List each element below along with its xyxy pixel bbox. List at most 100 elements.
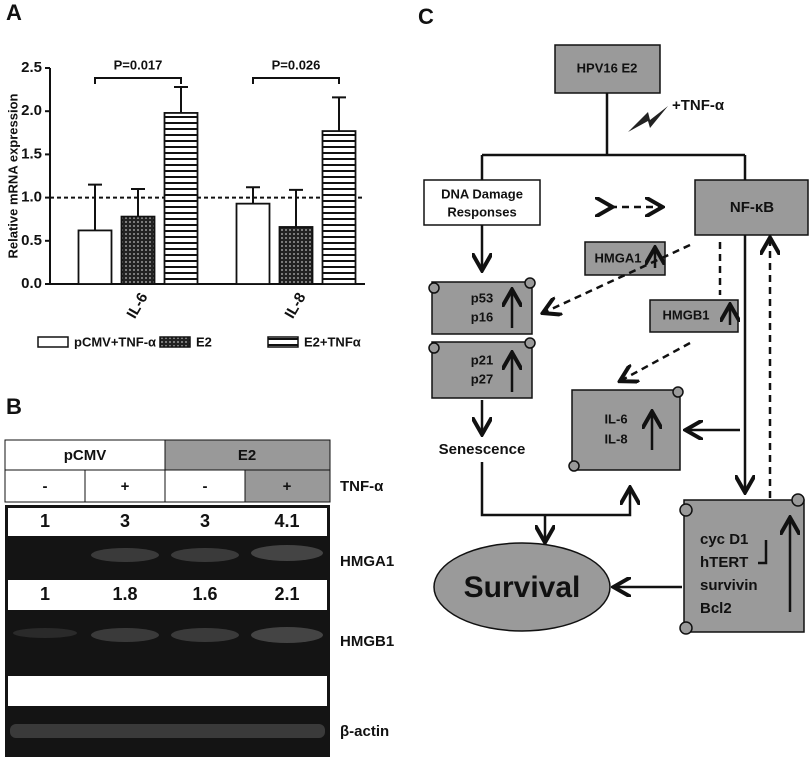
node-label: HMGA1 — [595, 250, 642, 265]
group-label: E2 — [238, 447, 256, 464]
arrow — [622, 341, 691, 380]
band-value: 1 — [40, 511, 50, 531]
quantification: 1 3 3 4.1 1 1.8 1.6 2.1 — [40, 511, 300, 604]
connector — [480, 93, 747, 180]
node-label: hTERT — [700, 554, 748, 571]
annotation: P=0.017 — [114, 57, 163, 72]
y-tick-label: 2.0 — [21, 102, 42, 119]
node-box — [433, 542, 611, 632]
cell — [84, 469, 166, 503]
strip — [8, 676, 327, 706]
legend-label: pCMV+TNF-α — [74, 334, 156, 349]
node-label: p21 — [471, 352, 493, 367]
band — [10, 724, 325, 738]
node-box — [694, 179, 809, 236]
tnf-label: TNF-α — [340, 478, 384, 495]
band — [91, 548, 159, 562]
row-label: β-actin — [340, 723, 389, 740]
scroll — [428, 277, 536, 335]
arrow — [480, 462, 630, 517]
panel-label: C — [418, 4, 434, 29]
lightning — [628, 106, 668, 132]
band-value: 2.1 — [274, 584, 299, 604]
cell — [244, 469, 331, 503]
band — [171, 628, 239, 642]
band — [13, 628, 77, 638]
cell — [4, 469, 86, 503]
node-label: survivin — [700, 577, 758, 594]
strip — [8, 508, 327, 536]
band — [251, 627, 323, 643]
node-label: p53 — [471, 290, 493, 305]
x-tick-label: IL-8 — [282, 290, 310, 322]
node-label: cyc D1 — [700, 531, 748, 548]
error-bar — [88, 183, 102, 231]
error-bar — [332, 96, 346, 132]
y-tick-label: 0.0 — [21, 275, 42, 292]
node-label: NF-κB — [730, 199, 774, 216]
group-label: pCMV — [64, 447, 107, 464]
y-tick-label: 1.0 — [21, 189, 42, 206]
y-tick-label: 2.5 — [21, 59, 42, 76]
bar — [120, 215, 156, 285]
node-label: Senescence — [439, 441, 526, 458]
node-label: HPV16 E2 — [577, 60, 638, 75]
y-tick-label: 0.5 — [21, 232, 42, 249]
error-bar — [289, 188, 303, 227]
band — [91, 628, 159, 642]
y-tick-label: 1.5 — [21, 145, 42, 162]
y-axis-label: Relative mRNA expression — [5, 93, 20, 258]
bar — [77, 229, 113, 285]
legend-swatch — [159, 336, 191, 348]
blot-panel: pCMV E2 - + - + TNF-α HMGA1 HMGB1 β-acti… — [4, 439, 394, 757]
error-bar — [174, 86, 188, 113]
node-label: DNA Damage — [441, 186, 523, 201]
row-label: HMGB1 — [340, 633, 394, 650]
node-label: p16 — [471, 309, 493, 324]
scroll — [428, 337, 536, 399]
legend-swatch — [37, 336, 69, 348]
connector — [758, 540, 768, 565]
legend-label: E2 — [196, 334, 212, 349]
sign: - — [203, 478, 208, 495]
cell — [164, 469, 246, 503]
significance-bracket — [252, 77, 340, 84]
panel-label: A — [6, 0, 22, 25]
sign: + — [121, 478, 130, 495]
bar — [321, 130, 357, 285]
node-box — [423, 179, 541, 226]
error-bar — [246, 186, 260, 204]
panel-label: B — [6, 394, 22, 419]
band — [251, 545, 323, 561]
band — [171, 548, 239, 562]
band-value: 1.6 — [192, 584, 217, 604]
scroll — [568, 386, 684, 472]
strip — [8, 580, 327, 610]
arrow — [545, 243, 691, 312]
sign: - — [43, 478, 48, 495]
band-value: 3 — [120, 511, 130, 531]
node-label: Responses — [447, 204, 516, 219]
legend-swatch — [267, 336, 299, 348]
node-label: IL-6 — [604, 411, 627, 426]
node-label: HMGB1 — [663, 307, 710, 322]
x-tick-label: IL-6 — [124, 290, 152, 322]
bar — [278, 226, 314, 285]
bar — [235, 202, 271, 285]
node-label: Survival — [464, 571, 581, 604]
band-value: 3 — [200, 511, 210, 531]
sign: + — [283, 478, 292, 495]
band-value: 1 — [40, 584, 50, 604]
band-value: 4.1 — [274, 511, 299, 531]
annotation: P=0.026 — [272, 57, 321, 72]
node-label: Bcl2 — [700, 600, 732, 617]
node-label: IL-8 — [604, 431, 627, 446]
node-label: +TNF-α — [672, 97, 725, 114]
error-bar — [131, 187, 145, 217]
bar — [163, 112, 199, 285]
band-value: 1.8 — [112, 584, 137, 604]
chart: 0.0 0.5 1.0 1.5 2.0 2.5 P=0.017 IL-6 P=0.026 IL-8… — [21, 57, 365, 349]
significance-bracket — [94, 77, 182, 84]
node-label: p27 — [471, 371, 493, 386]
